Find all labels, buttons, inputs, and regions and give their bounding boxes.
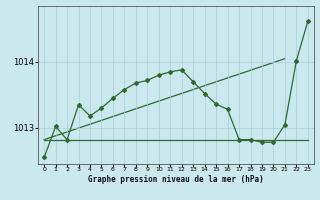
X-axis label: Graphe pression niveau de la mer (hPa): Graphe pression niveau de la mer (hPa): [88, 175, 264, 184]
